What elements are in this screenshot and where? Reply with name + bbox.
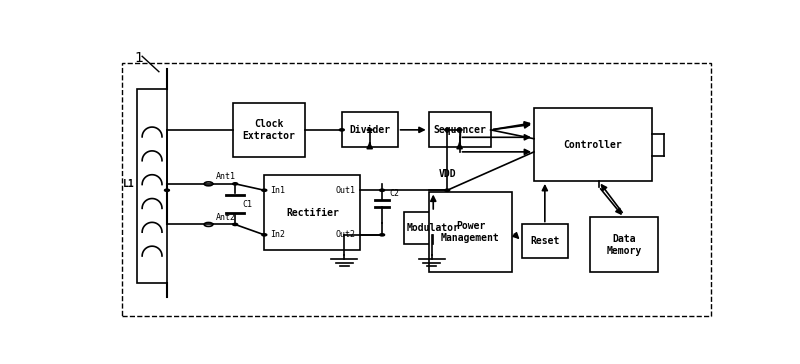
Bar xyxy=(342,112,398,147)
Text: Data
Memory: Data Memory xyxy=(606,234,642,256)
Text: Ant1: Ant1 xyxy=(216,172,236,181)
Circle shape xyxy=(445,129,450,131)
Bar xyxy=(429,112,490,147)
Circle shape xyxy=(262,234,266,236)
Text: 1: 1 xyxy=(134,51,143,65)
Text: VDD: VDD xyxy=(438,169,456,179)
Bar xyxy=(234,103,305,157)
Circle shape xyxy=(233,223,238,226)
Text: Rectifier: Rectifier xyxy=(286,207,338,218)
Bar xyxy=(264,175,361,250)
Text: Out1: Out1 xyxy=(335,186,355,195)
Text: In1: In1 xyxy=(270,186,286,195)
Text: In2: In2 xyxy=(270,230,286,240)
Text: L1: L1 xyxy=(122,179,134,189)
Bar xyxy=(534,108,652,181)
Bar xyxy=(138,88,167,283)
Text: Clock
Extractor: Clock Extractor xyxy=(242,119,295,141)
Circle shape xyxy=(457,129,462,131)
Text: C1: C1 xyxy=(242,199,253,209)
Text: Divider: Divider xyxy=(349,125,390,135)
Bar xyxy=(429,192,512,272)
Text: Reset: Reset xyxy=(530,236,559,246)
Circle shape xyxy=(367,129,372,131)
Text: Modulator: Modulator xyxy=(407,223,460,233)
Text: Out2: Out2 xyxy=(335,230,355,240)
Bar xyxy=(522,225,568,258)
Text: Sequencer: Sequencer xyxy=(433,125,486,135)
Text: Ant2: Ant2 xyxy=(216,213,236,222)
Text: Power
Management: Power Management xyxy=(441,221,500,243)
Bar xyxy=(590,217,658,272)
Text: C2: C2 xyxy=(390,189,399,198)
Circle shape xyxy=(445,189,450,191)
Text: Controller: Controller xyxy=(563,139,622,150)
Circle shape xyxy=(339,129,344,131)
Circle shape xyxy=(233,183,238,185)
Circle shape xyxy=(165,189,170,191)
Bar xyxy=(404,212,462,244)
Circle shape xyxy=(380,234,385,236)
Circle shape xyxy=(380,189,385,191)
Circle shape xyxy=(262,189,266,191)
